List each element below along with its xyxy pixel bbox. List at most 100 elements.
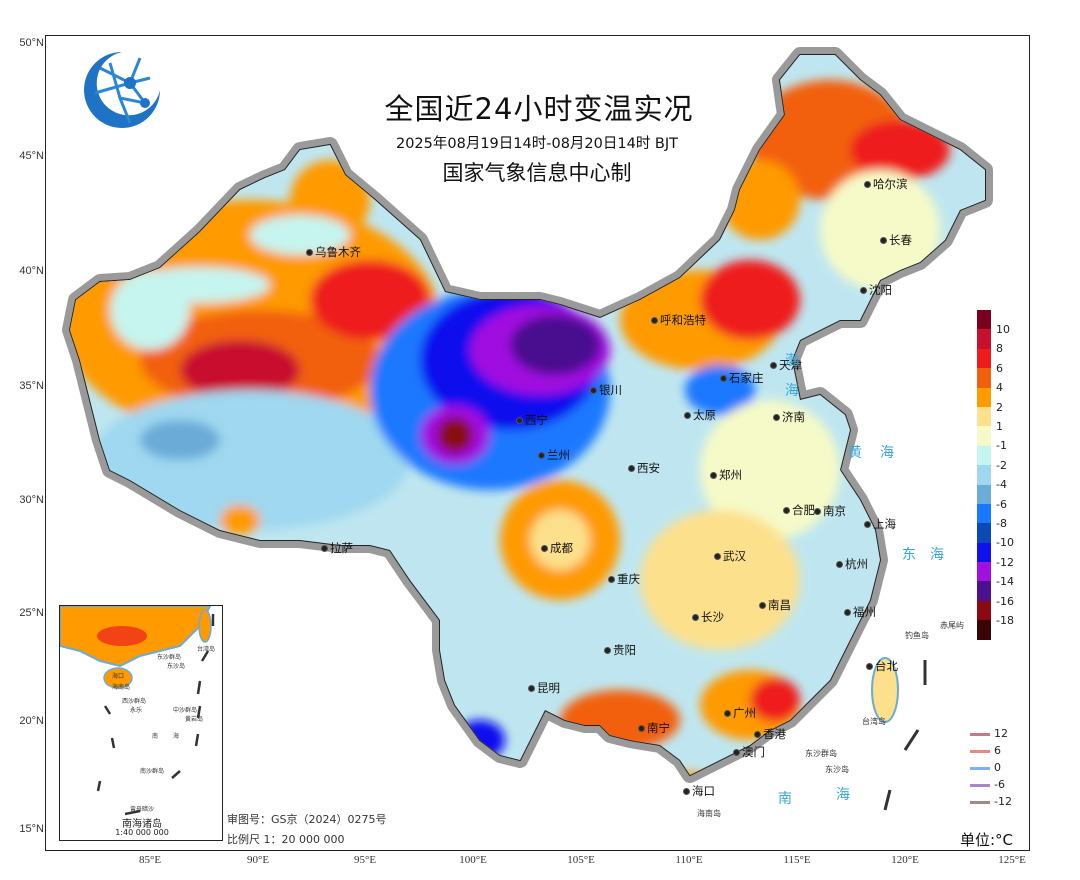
- city-marker: 沈阳: [860, 282, 892, 298]
- city-marker: 拉萨: [321, 540, 353, 556]
- inset-label: 中沙群岛: [173, 707, 198, 714]
- colorbar-label: -12: [996, 555, 1014, 569]
- colorbar-swatch: [977, 329, 991, 349]
- colorbar-label: 8: [996, 342, 1003, 356]
- city-marker: 乌鲁木齐: [306, 244, 361, 260]
- inset-label: 海口: [112, 673, 125, 680]
- city-dot-icon: [541, 545, 548, 552]
- contour-legend-label: -12: [994, 795, 1012, 808]
- inset-label: 永乐: [130, 707, 143, 714]
- city-dot-icon: [864, 181, 871, 188]
- inset-label: 台湾岛: [197, 646, 216, 653]
- city-name: 哈尔滨: [873, 177, 908, 191]
- latitude-label: 25°N: [19, 607, 44, 619]
- city-dot-icon: [651, 317, 658, 324]
- inset-label: 东沙群岛: [157, 654, 182, 661]
- city-name: 石家庄: [729, 371, 764, 385]
- city-name: 郑州: [719, 468, 742, 482]
- city-marker: 天津: [770, 357, 802, 373]
- island-label: 台湾岛: [862, 717, 886, 726]
- city-name: 西宁: [525, 413, 548, 427]
- city-dot-icon: [628, 465, 635, 472]
- unit-label: 单位:°C: [960, 831, 1014, 849]
- contour-line-icon: [970, 766, 990, 770]
- city-name: 兰州: [547, 448, 570, 462]
- city-dot-icon: [608, 576, 615, 583]
- city-name: 南昌: [768, 598, 791, 612]
- latitude-label: 40°N: [19, 265, 44, 277]
- city-name: 澳门: [742, 745, 765, 759]
- colorbar-label: 10: [996, 323, 1010, 336]
- city-name: 太原: [693, 408, 716, 422]
- contour-legend-label: 12: [994, 727, 1008, 740]
- city-marker: 西安: [628, 460, 660, 476]
- city-dot-icon: [724, 710, 731, 717]
- inset-label: 南: [152, 733, 159, 740]
- city-dot-icon: [880, 237, 887, 244]
- longitude-label: 120°E: [891, 854, 919, 866]
- city-marker: 澳门: [733, 744, 765, 760]
- city-marker: 上海: [864, 516, 896, 532]
- colorbar-label: -8: [996, 517, 1007, 530]
- colorbar-swatch: [977, 310, 991, 330]
- map-producer: 国家气象信息中心制: [442, 161, 632, 185]
- city-marker: 杭州: [836, 556, 868, 572]
- contour-line-icon: [970, 800, 990, 804]
- longitude-label: 90°E: [246, 854, 270, 866]
- city-marker: 银川: [590, 382, 622, 398]
- city-marker: 哈尔滨: [864, 176, 908, 192]
- colorbar-swatch: [977, 562, 991, 582]
- city-dot-icon: [538, 452, 545, 459]
- colorbar-swatch: [977, 406, 991, 427]
- city-marker: 香港: [754, 726, 786, 742]
- city-dot-icon: [604, 647, 611, 654]
- colorbar-swatch: [977, 426, 991, 446]
- city-name: 广州: [733, 706, 756, 720]
- city-dot-icon: [866, 663, 873, 670]
- latitude-label: 30°N: [19, 494, 44, 506]
- island-label: 钓鱼岛: [905, 631, 929, 640]
- colorbar-swatch: [977, 620, 991, 640]
- city-marker: 重庆: [608, 571, 640, 587]
- colorbar-swatch: [977, 523, 991, 543]
- colorbar-label: -6: [996, 497, 1007, 511]
- latitude-label: 15°N: [19, 823, 44, 835]
- city-name: 香港: [763, 727, 786, 741]
- city-name: 贵阳: [613, 643, 636, 657]
- contour-legend-label: 0: [994, 761, 1001, 774]
- city-dot-icon: [864, 521, 871, 528]
- city-name: 呼和浩特: [660, 313, 706, 327]
- city-name: 天津: [779, 358, 802, 372]
- contour-legend-item: 0: [970, 761, 1001, 774]
- city-marker: 石家庄: [720, 370, 764, 386]
- city-dot-icon: [844, 609, 851, 616]
- colorbar-swatch: [977, 368, 991, 388]
- island-label: 赤尾屿: [940, 621, 964, 630]
- city-name: 上海: [873, 517, 896, 531]
- city-name: 南京: [823, 504, 846, 518]
- city-marker: 南京: [814, 503, 846, 519]
- longitude-label: 100°E: [459, 854, 487, 866]
- city-name: 昆明: [537, 681, 560, 695]
- city-dot-icon: [759, 602, 766, 609]
- colorbar-label: 6: [996, 361, 1003, 375]
- city-dot-icon: [733, 749, 740, 756]
- longitude-label: 115°E: [783, 854, 811, 866]
- city-dot-icon: [860, 287, 867, 294]
- city-dot-icon: [714, 553, 721, 560]
- south-china-sea-inset: 海口 海南岛 台湾岛 东沙群岛 东沙岛 西沙群岛 永乐 中沙群岛 黄岩岛南 海南沙群岛 曾母暗沙 南…: [59, 605, 223, 841]
- city-marker: 海口: [683, 783, 715, 799]
- city-marker: 兰州: [538, 447, 570, 463]
- city-name: 合肥: [792, 503, 815, 517]
- inset-label: 西沙群岛: [122, 698, 147, 705]
- colorbar-swatch: [977, 484, 991, 504]
- city-dot-icon: [836, 561, 843, 568]
- island-label: 东沙岛: [825, 765, 849, 774]
- city-name: 武汉: [723, 549, 746, 563]
- city-dot-icon: [306, 249, 313, 256]
- sea-label: 海: [880, 445, 894, 461]
- city-marker: 呼和浩特: [651, 312, 706, 328]
- map-title: 全国近24小时变温实况: [384, 92, 694, 126]
- colorbar: [977, 310, 991, 640]
- sea-label: 海: [836, 787, 850, 803]
